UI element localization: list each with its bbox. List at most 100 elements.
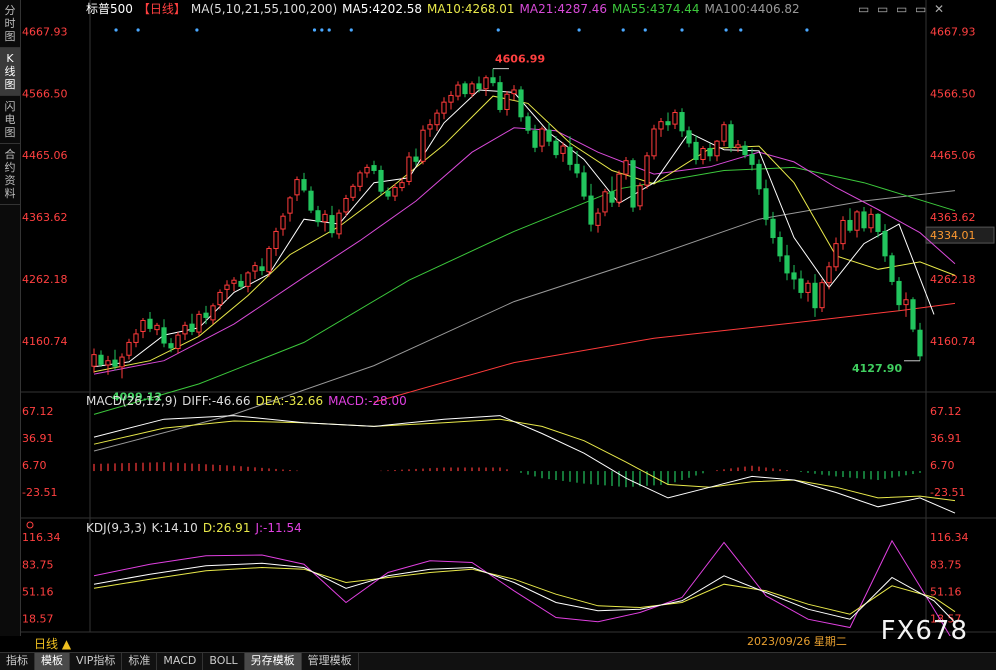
kdj-d-value: D:26.91	[203, 521, 251, 535]
candle-body	[266, 248, 272, 273]
close-icon[interactable]: ✕	[934, 2, 944, 16]
macd-dea-line	[93, 418, 956, 502]
bottom-tab-1[interactable]: 模板	[35, 653, 70, 670]
candle-body	[749, 154, 755, 165]
candle-body	[329, 215, 335, 234]
macd-dea-value: DEA:-32.66	[256, 394, 324, 408]
candle-body	[315, 210, 321, 223]
candle-body	[399, 182, 405, 189]
candle-body	[189, 323, 195, 332]
candle-body	[364, 166, 370, 174]
candle-body	[287, 197, 293, 214]
candle-body	[728, 124, 734, 148]
candle-body	[700, 148, 706, 160]
kdj-params: KDJ(9,3,3)	[86, 521, 147, 535]
candle-body	[791, 272, 797, 280]
window-min-icon[interactable]: ▭	[877, 2, 888, 16]
event-dot	[312, 28, 317, 32]
candle-body	[490, 77, 496, 84]
candle-body	[448, 94, 454, 103]
candle-body	[224, 284, 230, 290]
period-selector[interactable]: 日线 ▲	[34, 637, 72, 651]
macd-ytick-right-2: 6.70	[930, 459, 955, 472]
candle-body	[595, 212, 601, 226]
macd-ytick-left-0: 67.12	[22, 405, 54, 418]
kdj-ytick-right-1: 83.75	[930, 558, 962, 571]
candle-body	[105, 360, 111, 366]
candle-body	[889, 255, 895, 282]
candle-body	[112, 359, 118, 367]
candle-body	[721, 124, 727, 142]
price-ytick-right-2: 4465.06	[930, 149, 976, 162]
candle-body	[476, 83, 482, 90]
ma100-line	[93, 190, 956, 452]
pane-header: KDJ(9,3,3) K:14.10 D:26.91 J:-11.54	[86, 521, 302, 535]
ma55-value: MA55:4374.44	[612, 2, 700, 16]
candle-body	[819, 282, 825, 309]
candle-body	[161, 327, 167, 344]
price-ytick-left-5: 4160.74	[22, 335, 68, 348]
window-max-icon[interactable]: ▭	[896, 2, 907, 16]
candle-body	[252, 265, 258, 272]
candle-body	[378, 169, 384, 192]
sidebar-tab-0[interactable]: 分时图	[0, 0, 20, 48]
bottom-tab-5[interactable]: BOLL	[203, 653, 245, 670]
candle-body	[784, 255, 790, 274]
candle-body	[735, 144, 741, 148]
candle-body	[854, 211, 860, 231]
price-ytick-right-0: 4667.93	[930, 25, 976, 38]
ma10-value: MA10:4268.01	[427, 2, 515, 16]
candle-body	[623, 160, 629, 175]
macd-ytick-left-2: 6.70	[22, 459, 47, 472]
candle-body	[308, 190, 314, 211]
macd-ytick-left-1: 36.91	[22, 432, 54, 445]
candle-body	[259, 266, 265, 271]
bottom-tab-4[interactable]: MACD	[157, 653, 204, 670]
event-dot	[195, 28, 199, 32]
candle-body	[350, 185, 356, 198]
candle-body	[805, 282, 811, 293]
candle-body	[280, 215, 286, 230]
kdj-ytick-left-1: 83.75	[22, 558, 54, 571]
kdj-j-value: J:-11.54	[254, 521, 301, 535]
candle-body	[497, 82, 503, 110]
window-float-icon[interactable]: ▭	[915, 2, 926, 16]
candle-body	[434, 112, 440, 126]
last-price-label: 4334.01	[930, 229, 976, 242]
bottom-tab-2[interactable]: VIP指标	[70, 653, 123, 670]
candle-body	[896, 280, 902, 306]
bottom-tab-7[interactable]: 管理模板	[302, 653, 359, 670]
macd-ytick-right-0: 67.12	[930, 405, 962, 418]
candle-body	[525, 116, 531, 131]
price-ytick-left-0: 4667.93	[22, 25, 68, 38]
kdj-ytick-left-3: 18.57	[22, 613, 54, 626]
kdj-settings-icon[interactable]	[26, 521, 34, 529]
price-ytick-left-2: 4465.06	[22, 149, 68, 162]
candle-body	[210, 305, 216, 321]
candle-body	[441, 101, 447, 114]
price-ytick-left-4: 4262.18	[22, 273, 68, 286]
candle-body	[168, 343, 174, 349]
sidebar-tab-3[interactable]: 合约资料	[0, 144, 20, 205]
candle-body	[336, 212, 342, 235]
macd-ytick-left-3: -23.51	[22, 486, 57, 499]
bottom-tab-0[interactable]: 指标	[0, 653, 35, 670]
bottom-tab-3[interactable]: 标准	[122, 653, 158, 670]
candle-body	[301, 179, 307, 191]
price-ytick-left-1: 4566.50	[22, 87, 68, 100]
candle-body	[322, 213, 328, 223]
candle-body	[511, 89, 517, 95]
candle-body	[294, 179, 300, 196]
chart-area[interactable]: 4667.93 4667.93 4566.50 4566.50 4465.06 4465.…	[20, 0, 996, 636]
candle-body	[861, 211, 867, 229]
last-price-badge	[925, 226, 995, 244]
window-restore-icon[interactable]: ▭	[858, 2, 869, 16]
bottom-tab-6[interactable]: 另存模板	[244, 653, 302, 670]
candle-body	[420, 129, 426, 162]
sidebar-tab-2[interactable]: 闪电图	[0, 96, 20, 144]
ma100-value: MA100:4406.82	[705, 2, 800, 16]
candle-body	[567, 146, 573, 165]
candle-body	[903, 299, 909, 306]
candle-body	[231, 279, 237, 284]
